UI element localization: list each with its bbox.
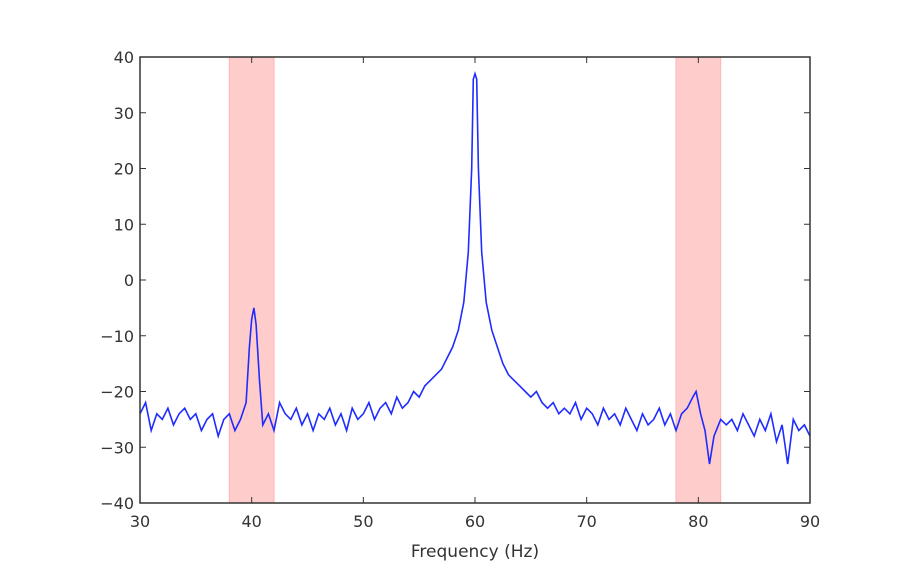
y-tick-label: 30 [114,104,134,123]
y-tick-label: −30 [100,438,134,457]
x-tick-label: 40 [241,512,261,531]
x-axis-label: Frequency (Hz) [411,542,539,562]
x-tick-label: 50 [353,512,373,531]
x-tick-label: 60 [465,512,485,531]
x-tick-label: 90 [800,512,820,531]
y-tick-label: 20 [114,160,134,179]
shaded-band [675,56,722,504]
y-tick-label: −20 [100,383,134,402]
y-tick-label: −40 [100,494,134,513]
x-tick-label: 70 [576,512,596,531]
y-tick-label: −10 [100,327,134,346]
spectrum-line [139,70,811,465]
shaded-band [228,56,275,504]
x-tick-label: 80 [688,512,708,531]
y-tick-label: 10 [114,215,134,234]
x-tick-label: 30 [130,512,150,531]
y-tick-label: 40 [114,48,134,67]
y-tick-label: 0 [124,271,134,290]
